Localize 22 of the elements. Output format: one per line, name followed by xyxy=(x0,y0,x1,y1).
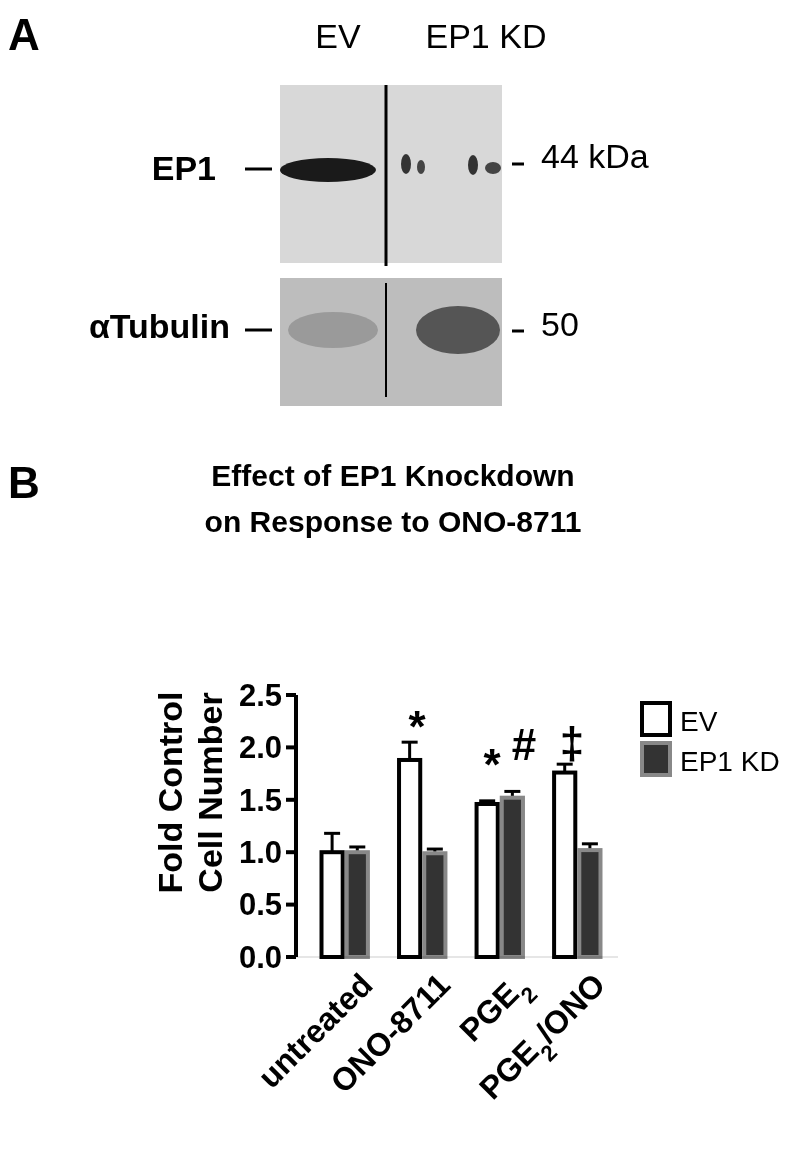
annotation: # xyxy=(511,720,537,769)
y-tick-label: 1.0 xyxy=(238,835,282,871)
y-tick-label: 0.0 xyxy=(238,939,282,975)
text: A xyxy=(8,10,40,59)
y-tick-label: 1.5 xyxy=(238,782,282,818)
y-tick-label: 2.0 xyxy=(238,730,282,766)
text: B xyxy=(8,458,40,507)
legend-label: EP1 KD xyxy=(680,745,780,777)
annotation: ‡ xyxy=(559,718,585,767)
annotation: * xyxy=(408,702,427,751)
text: 50 xyxy=(541,305,579,343)
text: EV xyxy=(315,17,361,55)
legend-label: EV xyxy=(680,705,718,737)
chart-title: Effect of EP1 Knockdown on Response to ONO-8711 xyxy=(204,459,582,538)
text: EP1 KD xyxy=(425,17,547,55)
text: αTubulin xyxy=(88,307,230,345)
y-axis-title: Fold Control Cell Number xyxy=(151,691,229,894)
text: EP1 xyxy=(151,149,216,187)
text: 44 kDa xyxy=(541,137,649,175)
y-tick-label: 0.5 xyxy=(238,887,282,923)
y-tick-label: 2.5 xyxy=(238,677,282,713)
annotation: * xyxy=(483,740,502,789)
